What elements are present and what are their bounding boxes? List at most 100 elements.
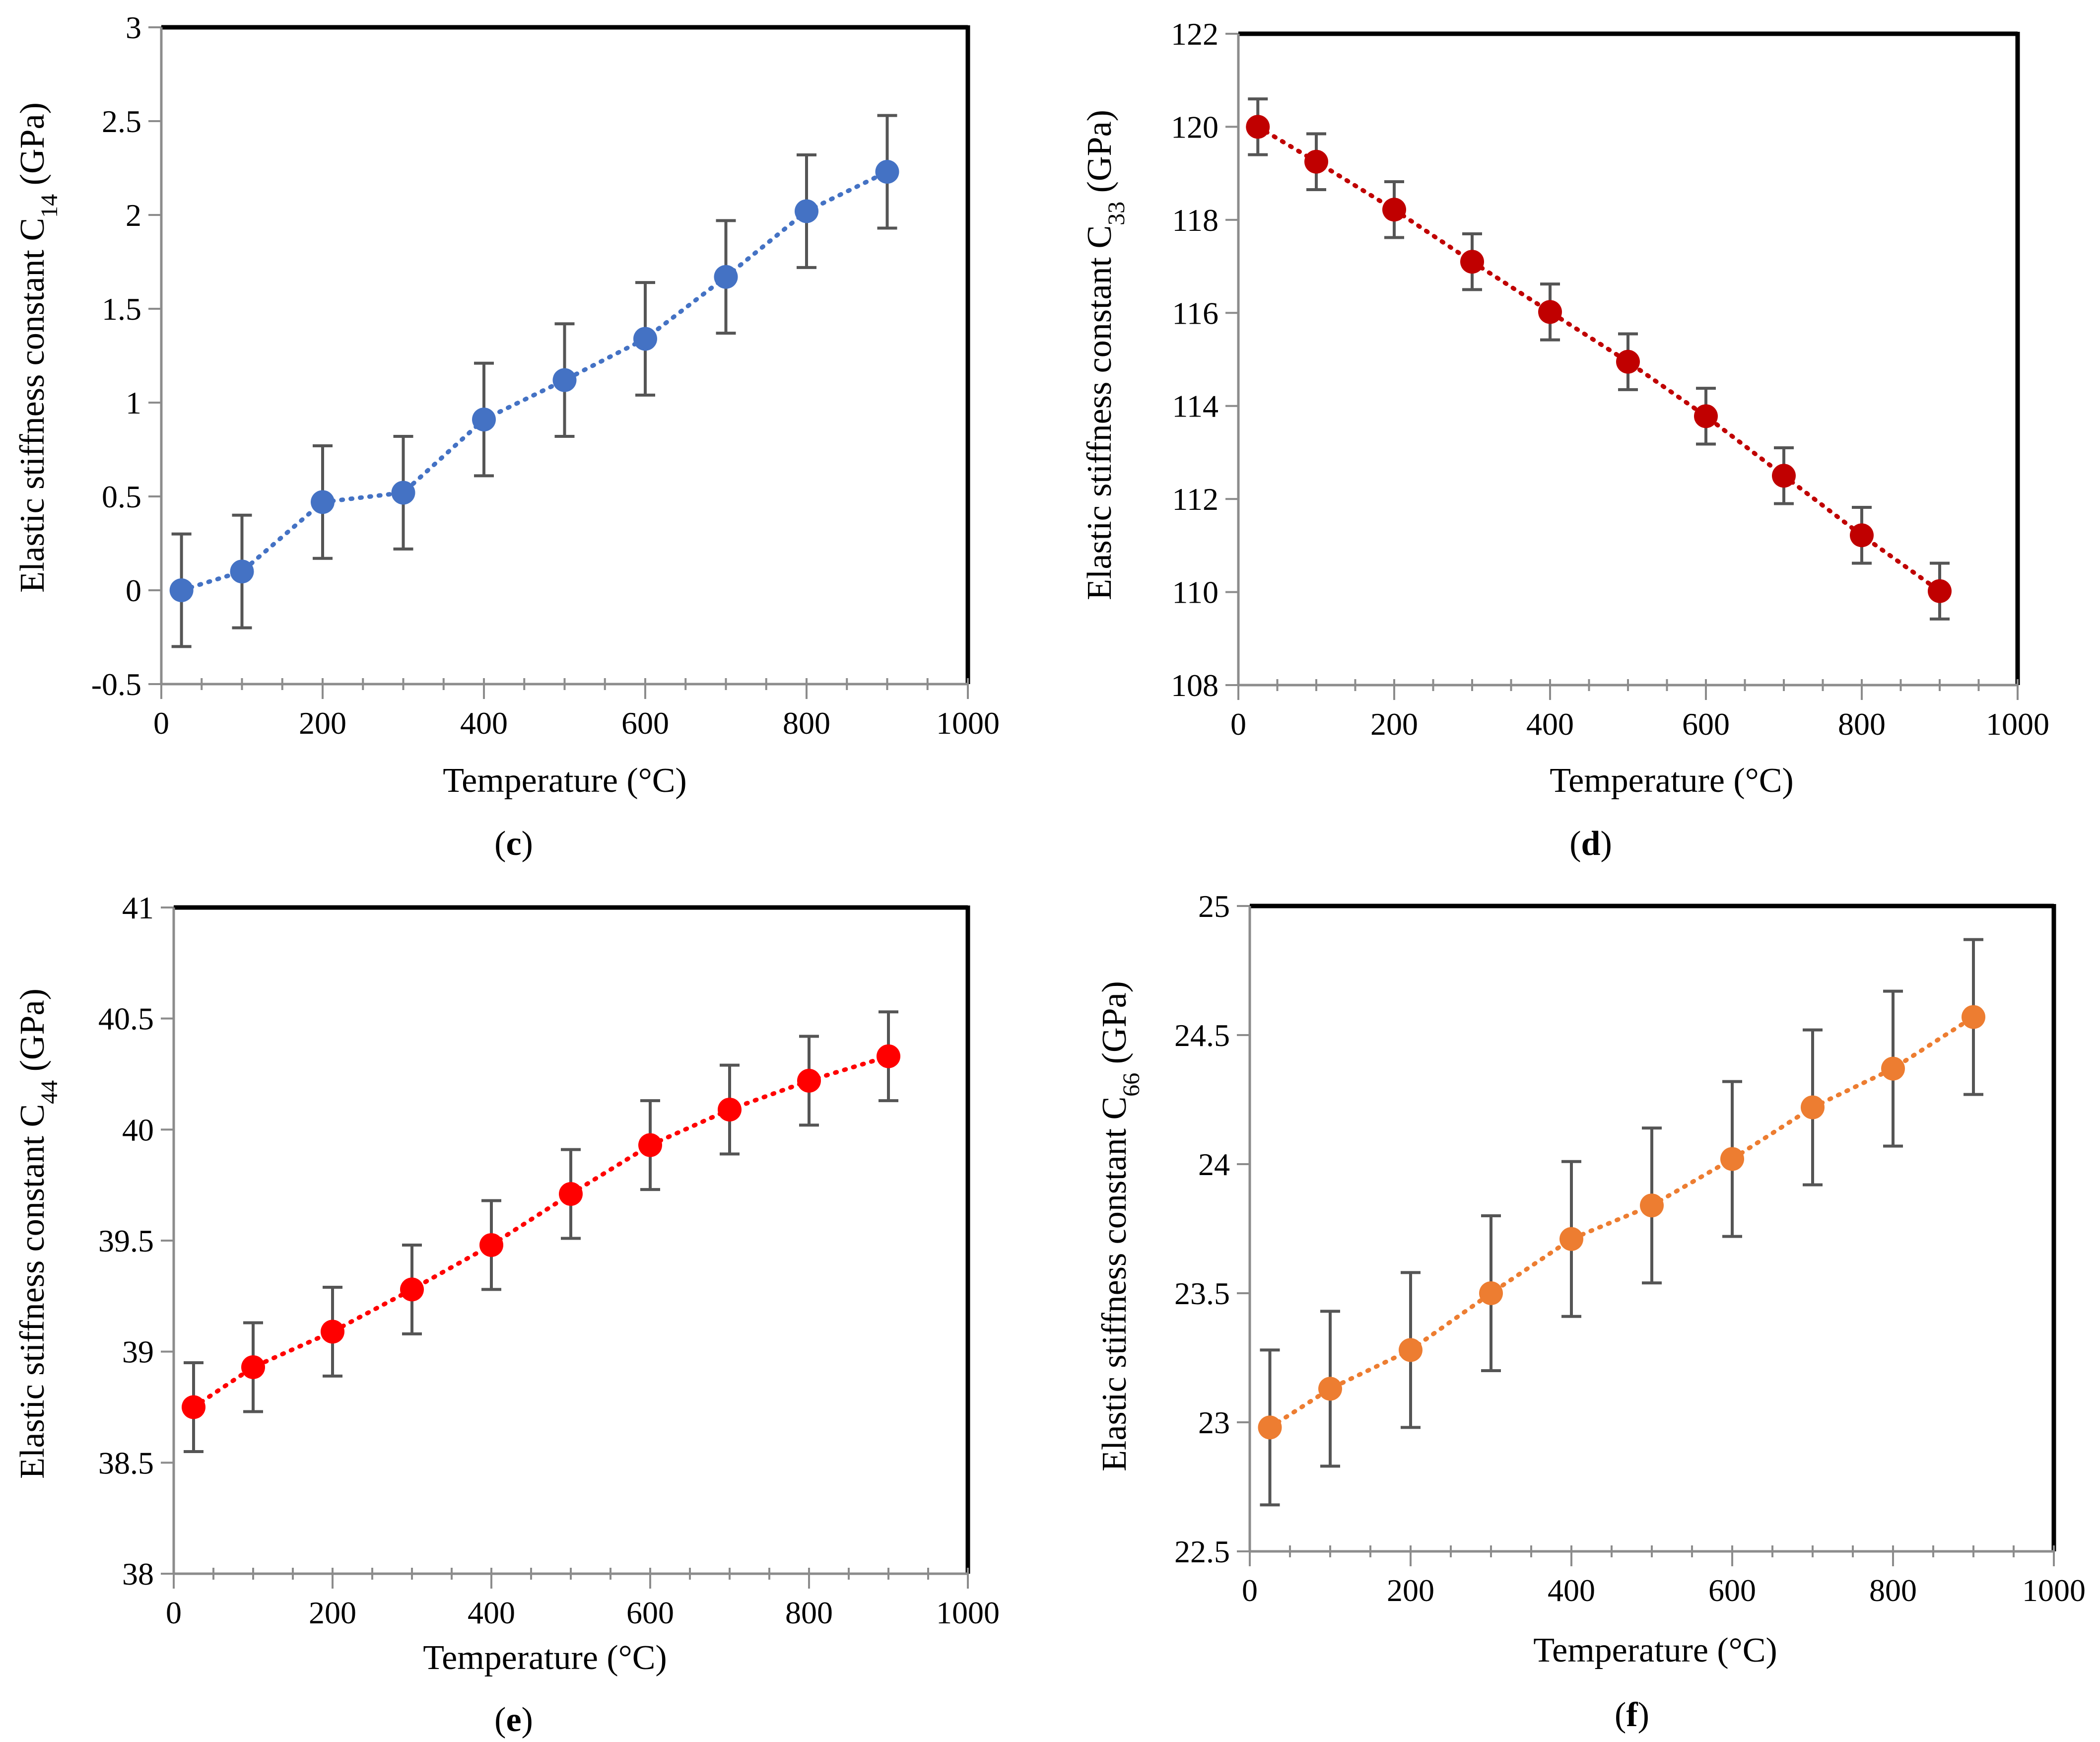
y-tick-label-d: 120 [1171, 109, 1219, 144]
y-tick-label-c: 2 [126, 198, 141, 233]
y-tick-label-c: 1.5 [102, 291, 141, 327]
data-point-c [311, 490, 335, 514]
panel-d: Elastic stiffness constant C33 (GPa) Tem… [1081, 16, 2049, 863]
x-tick-label-d: 400 [1526, 706, 1574, 742]
y-axis-title-f: Elastic stiffness constant C66 (GPa) [1095, 981, 1145, 1471]
y-tick-label-d: 112 [1172, 482, 1219, 517]
data-point-e [400, 1277, 424, 1302]
x-axis-title-e: Temperature (°C) [423, 1639, 667, 1677]
data-point-f [1881, 1056, 1905, 1081]
y-tick-label-d: 114 [1172, 389, 1219, 424]
data-point-e [559, 1182, 583, 1206]
x-tick-label-c: 400 [460, 705, 508, 741]
data-point-c [230, 559, 254, 584]
data-point-f [1559, 1227, 1583, 1251]
data-point-e [182, 1395, 205, 1419]
x-tick-label-f: 800 [1869, 1573, 1917, 1608]
data-point-e [321, 1320, 344, 1344]
x-tick-label-f: 1000 [2022, 1573, 2086, 1608]
data-point-e [877, 1044, 900, 1068]
data-point-c [472, 408, 496, 432]
data-point-d [1460, 250, 1484, 274]
x-tick-label-e: 0 [166, 1595, 182, 1630]
x-tick-label-d: 200 [1370, 706, 1418, 742]
data-point-d [1850, 523, 1874, 548]
y-tick-label-c: -0.5 [91, 667, 141, 702]
data-point-c [875, 160, 899, 184]
panel-label-d: (d) [1569, 825, 1612, 863]
panel-f: Elastic stiffness constant C66 (GPa) Tem… [1095, 889, 2086, 1734]
data-point-f [1962, 1005, 1985, 1029]
data-point-e [241, 1355, 265, 1379]
panel-c: Elastic stiffness constant C14 (GPa) Tem… [13, 10, 1000, 863]
y-tick-label-c: 1 [126, 385, 141, 420]
x-tick-label-e: 1000 [936, 1595, 1000, 1630]
data-point-f [1399, 1338, 1423, 1362]
data-point-e [797, 1068, 821, 1093]
x-tick-label-e: 600 [626, 1595, 674, 1630]
x-tick-label-e: 400 [468, 1595, 515, 1630]
y-tick-label-f: 24.5 [1174, 1018, 1230, 1053]
y-tick-label-e: 38 [122, 1556, 154, 1592]
x-tick-label-f: 400 [1548, 1573, 1595, 1608]
data-point-f [1801, 1095, 1825, 1119]
y-tick-label-e: 38.5 [98, 1445, 154, 1480]
trendline-e [191, 1054, 891, 1409]
x-tick-label-e: 200 [309, 1595, 356, 1630]
x-tick-label-d: 1000 [1986, 706, 2049, 742]
trendline-d [1255, 124, 1942, 594]
data-point-c [633, 327, 657, 351]
panel-label-f: (f) [1615, 1696, 1649, 1734]
data-point-e [638, 1133, 662, 1157]
y-tick-label-e: 41 [122, 890, 154, 925]
x-axis-title-c: Temperature (°C) [443, 762, 686, 800]
data-point-f [1318, 1377, 1342, 1401]
data-point-f [1479, 1281, 1503, 1305]
y-tick-label-f: 22.5 [1174, 1534, 1230, 1569]
x-tick-label-d: 600 [1682, 706, 1730, 742]
data-point-d [1538, 300, 1562, 324]
trendline-f [1268, 1015, 1976, 1430]
x-tick-label-f: 0 [1242, 1573, 1258, 1608]
data-point-e [479, 1233, 503, 1257]
y-axis-title-c: Elastic stiffness constant C14 (GPa) [13, 102, 63, 593]
y-tick-label-d: 116 [1172, 295, 1219, 331]
panel-e: Elastic stiffness constant C44 (GPa) Tem… [13, 890, 1000, 1739]
panel-label-c: (c) [494, 825, 533, 863]
data-point-d [1304, 149, 1328, 174]
x-axis-title-f: Temperature (°C) [1533, 1631, 1777, 1670]
data-point-f [1640, 1193, 1664, 1218]
y-tick-label-f: 25 [1198, 889, 1230, 924]
y-tick-label-e: 40.5 [98, 1001, 154, 1037]
x-tick-label-c: 800 [783, 705, 830, 741]
y-tick-label-d: 108 [1171, 668, 1219, 703]
data-point-d [1928, 579, 1952, 603]
x-tick-label-d: 800 [1838, 706, 1886, 742]
y-tick-label-f: 24 [1198, 1147, 1230, 1182]
data-point-e [718, 1098, 742, 1122]
y-tick-label-e: 39 [122, 1334, 154, 1370]
y-tick-label-c: 0.5 [102, 479, 141, 514]
y-axis-title-d: Elastic stiffness constant C33 (GPa) [1081, 110, 1130, 600]
trendline-c [179, 169, 889, 593]
data-point-c [714, 265, 738, 289]
y-tick-label-e: 39.5 [98, 1223, 154, 1258]
x-tick-label-e: 800 [785, 1595, 833, 1630]
y-tick-label-c: 3 [126, 10, 141, 45]
data-point-c [169, 578, 194, 602]
x-tick-label-c: 0 [153, 705, 169, 741]
y-tick-label-d: 118 [1172, 203, 1219, 238]
y-tick-label-d: 122 [1171, 16, 1219, 52]
data-point-c [391, 481, 415, 505]
x-axis-title-d: Temperature (°C) [1550, 762, 1793, 800]
panel-label-e: (e) [494, 1701, 533, 1739]
x-tick-label-f: 600 [1708, 1573, 1756, 1608]
data-point-d [1246, 115, 1270, 139]
data-point-d [1694, 404, 1718, 428]
y-tick-label-c: 0 [126, 573, 141, 608]
y-tick-label-d: 110 [1172, 575, 1219, 610]
x-tick-label-f: 200 [1387, 1573, 1434, 1608]
x-tick-label-c: 200 [299, 705, 346, 741]
x-tick-label-d: 0 [1230, 706, 1246, 742]
data-point-c [552, 368, 577, 392]
